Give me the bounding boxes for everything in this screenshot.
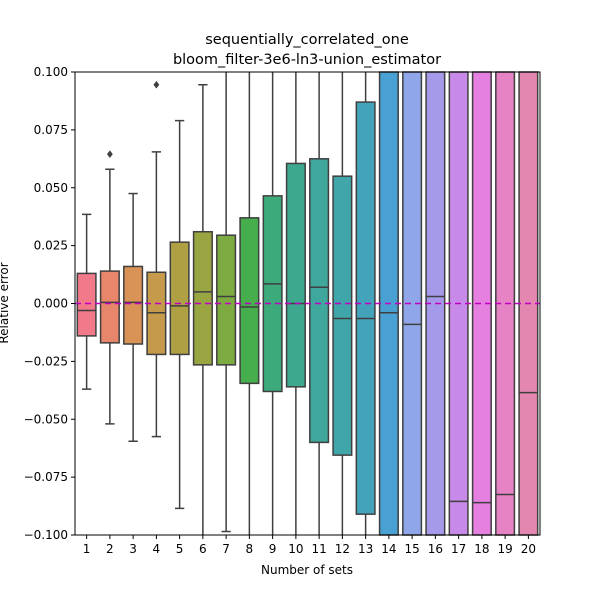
- box-3: [123, 265, 144, 345]
- x-tick-label-2: 2: [106, 542, 114, 556]
- x-tick-label-9: 9: [269, 542, 277, 556]
- x-tick-label-17: 17: [451, 542, 466, 556]
- box-9: [262, 195, 283, 393]
- y-tick-label-6: 0.050: [34, 181, 68, 195]
- box-10: [285, 162, 306, 388]
- x-tick-label-8: 8: [246, 542, 254, 556]
- x-tick-label-5: 5: [176, 542, 184, 556]
- y-tick-label-3: −0.025: [24, 354, 68, 368]
- y-axis: −0.100 −0.075 −0.050 −0.025 0.000 0.025 0.050 0…: [24, 65, 75, 542]
- x-axis-label: Number of sets: [261, 563, 353, 577]
- box-5: [169, 241, 190, 356]
- box-group-5: [169, 119, 190, 510]
- box-group-1: [76, 213, 97, 390]
- x-axis: 1 2 3 4 5 6 7 8 9 10 11 12 13 14 15 16 17 18 19 20: [83, 535, 536, 556]
- box-group-2: [99, 150, 120, 425]
- x-tick-label-13: 13: [358, 542, 373, 556]
- x-tick-label-14: 14: [381, 542, 396, 556]
- x-tick-label-3: 3: [129, 542, 137, 556]
- box-2: [99, 270, 120, 344]
- box-group-6: [192, 83, 213, 535]
- box-group-11: [309, 72, 330, 535]
- x-tick-label-11: 11: [311, 542, 326, 556]
- box-group-8: [239, 72, 260, 535]
- box-group-4: [146, 80, 167, 438]
- x-tick-label-4: 4: [153, 542, 161, 556]
- box-group-9: [262, 72, 283, 535]
- x-tick-label-18: 18: [474, 542, 489, 556]
- y-axis-label: Relative error: [0, 262, 11, 343]
- box-7: [216, 234, 237, 366]
- box-group-12: [332, 72, 353, 535]
- x-tick-label-6: 6: [199, 542, 207, 556]
- box-group-3: [123, 192, 144, 442]
- box-12: [332, 175, 353, 456]
- x-tick-label-20: 20: [521, 542, 536, 556]
- box-1: [76, 272, 97, 337]
- box-13: [355, 101, 376, 515]
- y-tick-label-8: 0.100: [34, 65, 68, 79]
- y-tick-label-0: −0.100: [24, 528, 68, 542]
- chart-title-line-2: bloom_filter-3e6-ln3-union_estimator: [173, 52, 441, 68]
- y-tick-label-5: 0.025: [34, 239, 68, 253]
- y-tick-label-4: 0.000: [34, 297, 68, 311]
- x-tick-label-7: 7: [222, 542, 230, 556]
- x-tick-label-10: 10: [288, 542, 303, 556]
- x-tick-label-1: 1: [83, 542, 91, 556]
- x-tick-label-16: 16: [428, 542, 443, 556]
- chart-title-line-1: sequentially_correlated_one: [205, 32, 409, 48]
- y-tick-label-7: 0.075: [34, 123, 68, 137]
- box-group-7: [216, 72, 237, 533]
- x-tick-label-15: 15: [404, 542, 419, 556]
- x-tick-label-12: 12: [335, 542, 350, 556]
- box-8: [239, 217, 260, 385]
- box-11: [309, 158, 330, 444]
- box-group-13: [355, 72, 376, 535]
- x-tick-label-19: 19: [497, 542, 512, 556]
- flier-4-0: [153, 80, 160, 89]
- y-tick-label-2: −0.050: [24, 412, 68, 426]
- box-6: [192, 230, 213, 366]
- flier-2-0: [106, 150, 113, 159]
- y-tick-label-1: −0.075: [24, 470, 68, 484]
